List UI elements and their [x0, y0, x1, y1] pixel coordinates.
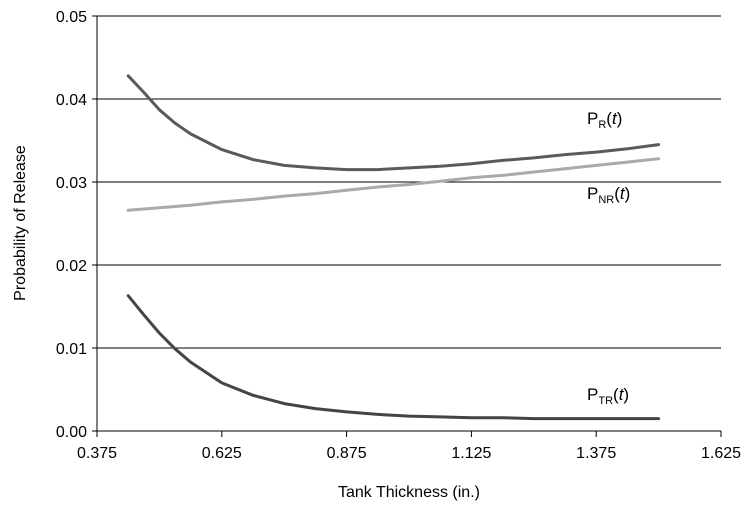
y-tick-label: 0.03 [56, 175, 87, 192]
axes [96, 16, 721, 432]
y-axis-title: Probability of Release [12, 145, 29, 301]
y-tick-label: 0.05 [56, 9, 87, 26]
y-tick-label: 0.02 [56, 258, 87, 275]
x-tick-label: 0.875 [327, 445, 367, 462]
series-lines [126, 74, 661, 421]
x-tick-label: 0.625 [202, 445, 242, 462]
series-label-p-tr: PTR(t) [587, 385, 629, 407]
x-tick-label: 1.625 [701, 445, 741, 462]
series-p-nr-line [126, 157, 661, 212]
y-tick-label: 0.00 [56, 424, 87, 441]
series-labels: PR(t) PNR(t) PTR(t) [587, 109, 630, 407]
series-p-r-line [126, 74, 661, 172]
x-axis-title: Tank Thickness (in.) [338, 484, 480, 501]
series-label-p-r: PR(t) [587, 109, 622, 131]
gridlines [97, 15, 721, 349]
y-axis-ticks: 0.00 0.01 0.02 0.03 0.04 0.05 [56, 9, 97, 441]
y-tick-label: 0.04 [56, 92, 87, 109]
x-axis-ticks: 0.375 0.625 0.875 1.125 1.375 1.625 [77, 431, 741, 462]
y-tick-label: 0.01 [56, 341, 87, 358]
series-label-p-nr: PNR(t) [587, 184, 630, 206]
series-p-tr-line [126, 294, 661, 421]
x-tick-label: 0.375 [77, 445, 117, 462]
x-tick-label: 1.375 [576, 445, 616, 462]
x-tick-label: 1.125 [451, 445, 491, 462]
